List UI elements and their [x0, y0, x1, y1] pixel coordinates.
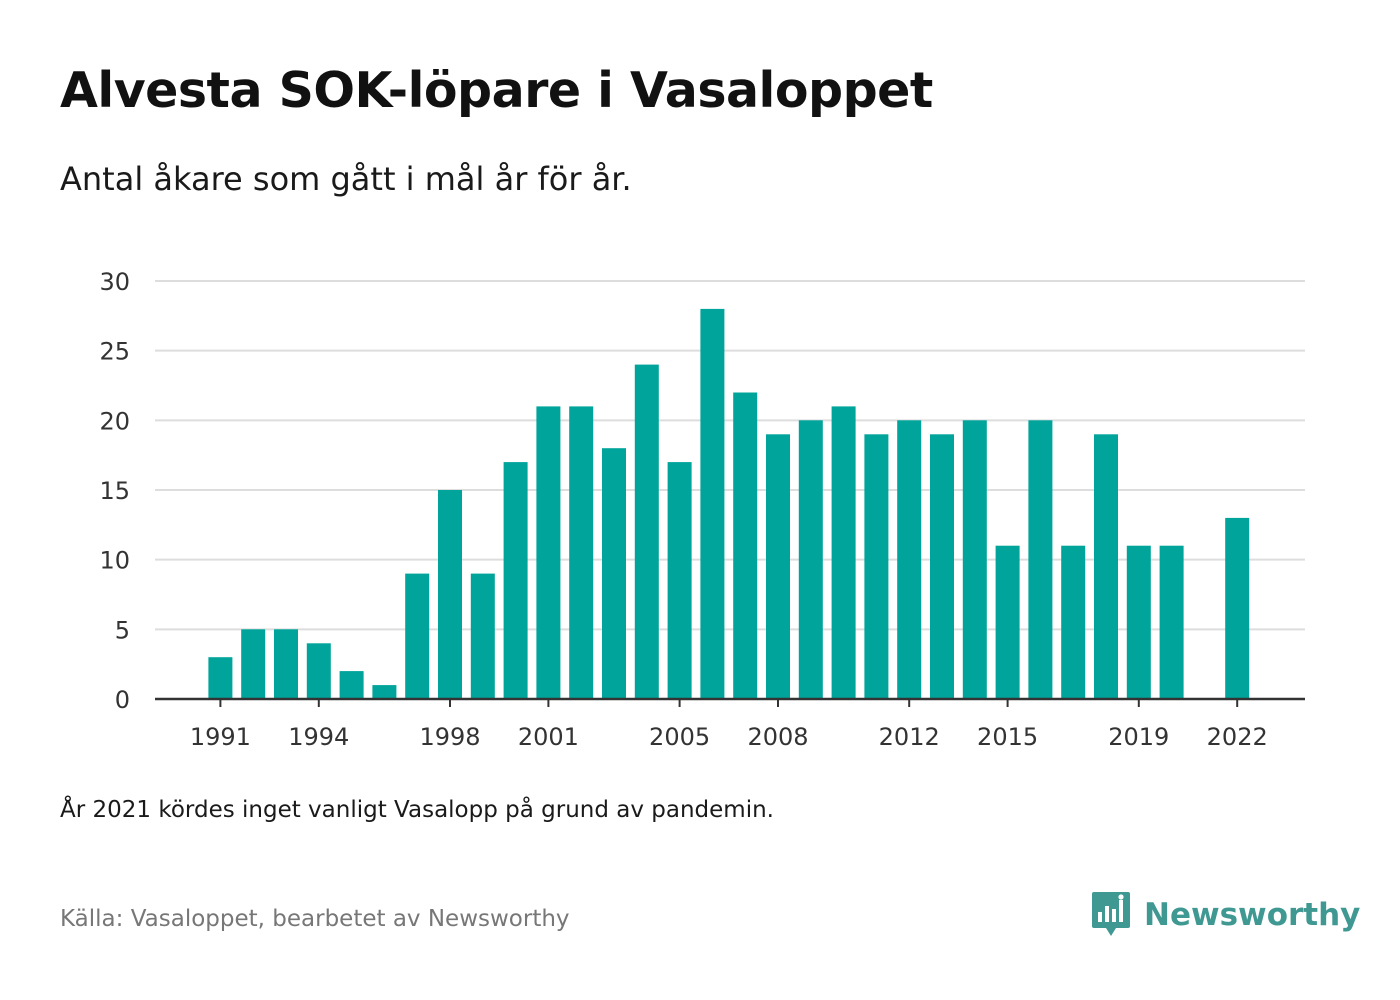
footnote: År 2021 kördes inget vanligt Vasalopp på…	[60, 797, 774, 823]
x-tick-label-1991: 1991	[190, 723, 251, 751]
newsworthy-logo-icon	[1092, 892, 1130, 936]
bar-2011	[864, 434, 889, 699]
bar-2020	[1159, 545, 1184, 699]
bar-2001	[536, 406, 561, 699]
bar-2008	[766, 434, 790, 699]
x-tick-label-2012: 2012	[879, 723, 940, 751]
bar-2018	[1094, 434, 1118, 699]
x-tick-label-2019: 2019	[1108, 723, 1169, 751]
bar-2019	[1126, 545, 1151, 699]
bar-2009	[798, 420, 823, 699]
bar-2012	[897, 420, 922, 699]
bar-2022	[1225, 517, 1250, 699]
bars	[208, 308, 1250, 699]
x-tick-label-2008: 2008	[747, 723, 808, 751]
y-tick-label-25: 25	[99, 338, 130, 366]
x-tick-label-2015: 2015	[977, 723, 1038, 751]
bar-1998	[438, 490, 462, 699]
bar-1994	[306, 643, 331, 699]
bar-2010	[831, 406, 856, 699]
bar-2002	[569, 406, 594, 699]
x-tick-label-2005: 2005	[649, 723, 710, 751]
bar-1996	[372, 685, 397, 699]
brand-logo: Newsworthy	[1090, 890, 1360, 940]
x-tick-label-2001: 2001	[518, 723, 579, 751]
bar-2017	[1061, 545, 1086, 699]
bar-2016	[1028, 420, 1053, 699]
bar-1999	[470, 573, 495, 699]
y-tick-label-0: 0	[115, 686, 130, 714]
axes: 0 5 10 15 20 25 30 1991 1994 1998 2001 2005 2008 2012…	[99, 268, 1305, 751]
bar-2003	[602, 448, 626, 699]
y-tick-label-30: 30	[99, 268, 130, 296]
y-tick-label-15: 15	[99, 477, 130, 505]
bar-2000	[503, 462, 528, 699]
chart-title: Alvesta SOK-löpare i Vasaloppet	[60, 62, 933, 119]
brand-name: Newsworthy	[1144, 897, 1361, 933]
bar-1992	[241, 629, 266, 699]
y-tick-label-10: 10	[99, 547, 130, 575]
bar-2006	[700, 308, 725, 699]
x-tick-label-1994: 1994	[288, 723, 349, 751]
x-tick-label-1998: 1998	[419, 723, 480, 751]
bar-1991	[208, 657, 233, 699]
bar-2015	[995, 545, 1020, 699]
bar-2013	[930, 434, 954, 699]
bar-1995	[339, 671, 364, 699]
bar-2004	[634, 364, 659, 699]
y-tick-label-5: 5	[115, 616, 130, 644]
bar-2005	[667, 462, 692, 699]
bar-2014	[962, 420, 987, 699]
bar-1993	[274, 629, 298, 699]
x-tick-label-2022: 2022	[1207, 723, 1268, 751]
chart-subtitle: Antal åkare som gått i mål år för år.	[60, 160, 632, 198]
y-tick-label-20: 20	[99, 407, 130, 435]
bar-1997	[405, 573, 430, 699]
bar-2007	[733, 392, 758, 699]
bar-chart: 0 5 10 15 20 25 30 1991 1994 1998 2001 2005 2008 2012…	[99, 268, 1305, 751]
source-text: Källa: Vasaloppet, bearbetet av Newswort…	[60, 906, 570, 932]
